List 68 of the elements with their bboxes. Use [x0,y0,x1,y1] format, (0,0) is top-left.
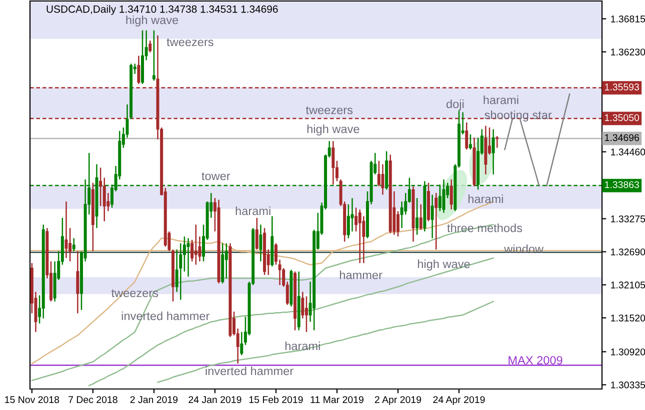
candlestick [465,122,468,150]
annotation: tower [202,172,230,180]
chart-title: USDCAD,Daily 1.34710 1.34738 1.34531 1.34696 [46,5,278,15]
ref-line-label: 1.33863 [605,181,640,188]
y-tick-label: 1.36230 [611,48,645,56]
candlestick [301,291,304,320]
candlestick [190,239,194,262]
annotation: doji [446,100,464,110]
annotation: tweezers [166,38,214,46]
candlestick [377,160,380,187]
annotation: high wave [126,16,178,26]
candlestick [64,200,68,259]
annotation: MAX 2009 [508,356,562,364]
annotation: high wave [418,259,470,270]
candlestick [434,192,438,250]
x-tick-label: 7 Dec 2018 [68,396,118,404]
y-tick-label: 1.34460 [611,148,645,156]
annotation: three methods [447,223,522,232]
ref-line-label: 1.35050 [605,114,640,122]
candlestick [358,208,362,264]
ref-line-label: 1.34696 [605,134,640,142]
line-series [88,257,494,386]
y-tick-label: 1.32105 [611,282,645,288]
candlestick [240,331,244,356]
x-tick-label: 2 Apr 2019 [374,396,422,406]
candlestick [496,135,499,148]
y-tick-label: 1.30335 [611,382,645,388]
candlestick [419,204,422,230]
y-tick-label: 1.36815 [611,16,645,22]
y-tick-label: 1.30920 [611,348,645,356]
candlestick [179,242,182,300]
candlestick [194,224,198,266]
candlestick [102,177,106,222]
y-tick-label: 1.32690 [611,248,645,256]
candlestick [224,242,228,279]
candlestick [255,217,258,250]
candlestick [430,194,434,239]
candlestick [468,134,472,150]
candlestick [148,40,152,54]
candlestick [137,55,140,85]
x-tick-label: 24 Apr 2019 [433,396,485,406]
annotation: harami [285,341,320,350]
x-tick-label: 2 Jan 2019 [130,396,178,404]
y-tick-label: 1.31520 [611,314,645,322]
candlestick [450,178,453,210]
candlestick [492,128,495,176]
annotation: inverted hammer [206,366,294,376]
annotation: high wave [307,124,360,136]
annotation: tweezers [306,106,353,114]
x-tick-label: 24 Jan 2019 [188,396,242,404]
candlestick [72,238,76,252]
annotation: harami [236,206,270,216]
y-tick-label: 1.33275 [611,215,645,222]
annotation: hammer [340,270,382,280]
candlestick [396,210,400,238]
annotation: harami [468,194,503,204]
candlestick [152,30,156,82]
annotation: harami [484,95,518,104]
candlestick [304,296,308,333]
candlestick [76,250,80,314]
x-tick-label: 15 Nov 2018 [5,396,60,404]
x-tick-label: 15 Feb 2019 [249,396,303,404]
candlestick [416,197,419,236]
candlestick [332,140,335,186]
ref-line-label: 1.35593 [605,84,640,90]
candlestick [259,224,262,262]
candlestick [381,164,384,196]
x-tick-label: 11 Mar 2019 [310,396,364,404]
